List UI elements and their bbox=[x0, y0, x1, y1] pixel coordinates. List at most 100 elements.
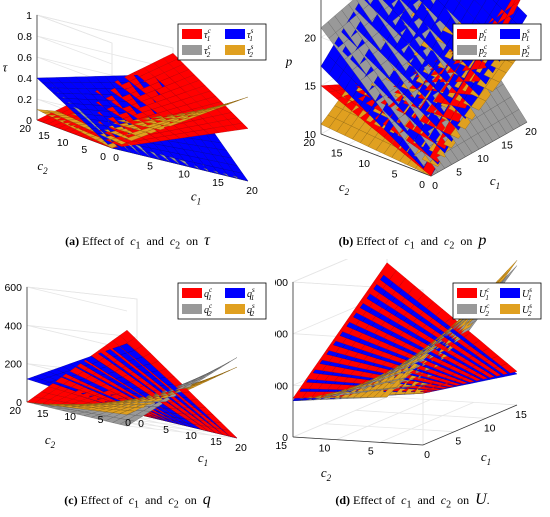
x-axis-label: c1 bbox=[191, 189, 201, 207]
x-tick-label: 0 bbox=[432, 180, 438, 192]
legend-label-sup: s bbox=[251, 27, 254, 35]
legend-label: pc 1 bbox=[478, 27, 488, 43]
x-tick-label: 5 bbox=[163, 424, 169, 436]
legend-label: τc 1 bbox=[204, 27, 212, 43]
caption-on: on bbox=[457, 493, 470, 507]
legend-label: qs 1 bbox=[247, 286, 255, 302]
legend-label-sup: s bbox=[251, 43, 254, 51]
caption-tau: (a) Effect of c1 and c2 on τ bbox=[0, 232, 275, 251]
x-gridline bbox=[355, 409, 486, 419]
legend-label-main: q bbox=[247, 289, 252, 300]
chart-p: 051015200510152010152025c1c2ppc1ps1pc2ps… bbox=[285, 0, 542, 197]
x-axis-label: c1 bbox=[198, 450, 208, 468]
surface-cell-q1c bbox=[221, 428, 238, 439]
legend-label: Uc 1 bbox=[479, 286, 490, 302]
legend-label-sub: 1 bbox=[249, 35, 253, 43]
legend-swatch bbox=[457, 45, 477, 55]
y-tick-label: 10 bbox=[358, 158, 370, 170]
y-tick-label: 0 bbox=[125, 417, 131, 429]
legend-label-sup: s bbox=[252, 286, 255, 294]
x-tick-label: 15 bbox=[212, 177, 224, 189]
legend-label-sup: s bbox=[527, 27, 530, 35]
ticks-group: 051015200510152010152025 bbox=[303, 32, 537, 192]
caption-var-1: c bbox=[404, 234, 410, 248]
caption-var-2: c bbox=[444, 234, 450, 248]
legend-label-sup: c bbox=[208, 43, 212, 51]
panel-u: 051015510150200040006000c1c2UUc1Us1Uc2Us… bbox=[275, 259, 550, 517]
caption-and: and bbox=[146, 234, 164, 248]
x-axis-label-sub: 1 bbox=[496, 181, 501, 191]
caption-target: τ bbox=[204, 232, 210, 249]
z-tick-label: 6000 bbox=[275, 277, 288, 289]
y-tick-label: 20 bbox=[19, 123, 31, 135]
caption-u: (d) Effect of c1 and c2 on U. bbox=[275, 491, 550, 510]
legend-label-sub: 2 bbox=[249, 51, 253, 59]
legend-label: Uc 2 bbox=[479, 302, 490, 318]
legend: pc 1 ps 1pc 2 ps 2 bbox=[452, 23, 542, 61]
caption-and: and bbox=[420, 234, 439, 248]
caption-label: (c) bbox=[64, 493, 78, 507]
x-tick-label: 5 bbox=[147, 160, 153, 172]
caption-tail: . bbox=[486, 493, 490, 507]
caption-sub-2: 2 bbox=[175, 240, 181, 252]
legend-swatch bbox=[182, 288, 202, 298]
floor-axis-front bbox=[292, 404, 518, 446]
y-tick-label: 10 bbox=[319, 443, 331, 455]
y-tick-label: 15 bbox=[38, 130, 50, 142]
legend-label-main: q bbox=[204, 305, 209, 316]
legend: qc 1 qs 1qc 2 qs 2 bbox=[177, 282, 267, 320]
legend-label-main: p bbox=[478, 46, 484, 57]
z-tick-label: 0.4 bbox=[17, 73, 32, 85]
legend: Uc 1 Us 1Uc 2 Us 2 bbox=[452, 282, 542, 320]
legend-label: qs 2 bbox=[247, 302, 255, 318]
caption-on: on bbox=[186, 234, 199, 248]
legend-label-sub: 2 bbox=[208, 310, 212, 318]
x-gridline bbox=[386, 396, 518, 406]
legend-label-sub: 1 bbox=[251, 294, 255, 302]
surface-cell-p1c bbox=[512, 0, 521, 7]
y-tick-label: 0 bbox=[100, 151, 106, 163]
x-tick-label: 15 bbox=[501, 140, 513, 152]
surface-cell-p1s bbox=[400, 0, 412, 7]
caption-sub-2: 2 bbox=[446, 499, 452, 511]
x-tick-label: 0 bbox=[113, 152, 119, 164]
x-axis-label: c1 bbox=[481, 449, 491, 467]
surfaces-group bbox=[26, 329, 238, 439]
y-tick-label: 20 bbox=[303, 137, 315, 149]
chart-u: 051015510150200040006000c1c2UUc1Us1Uc2Us… bbox=[275, 259, 542, 483]
x-tick-label: 10 bbox=[185, 430, 197, 442]
z-tick-label: 0.6 bbox=[17, 52, 32, 64]
legend-label: qc 2 bbox=[204, 302, 213, 318]
z-tick-label: 0.8 bbox=[17, 31, 32, 43]
legend-label-sup: c bbox=[209, 302, 213, 310]
y-axis-label-sub: 2 bbox=[51, 440, 56, 450]
caption-and: and bbox=[145, 493, 163, 507]
caption-pre: Effect of bbox=[80, 493, 123, 507]
y-tick-label: 15 bbox=[331, 148, 343, 160]
legend-label-sup: c bbox=[484, 27, 488, 35]
z-tick-label: 15 bbox=[304, 81, 316, 93]
chart-q: 05101520051015200200400600c1c2qqc1qs1qc2… bbox=[4, 282, 267, 468]
legend-label: qc 1 bbox=[204, 286, 213, 302]
legend-swatch bbox=[457, 288, 477, 298]
legend-label-main: τ bbox=[247, 46, 251, 57]
legend-label-sup: c bbox=[484, 43, 488, 51]
y-axis-label-sub: 2 bbox=[345, 187, 350, 197]
z-tick-label: 0 bbox=[16, 397, 22, 409]
legend-label: ps 2 bbox=[521, 43, 530, 59]
legend-label-sub: 1 bbox=[528, 294, 532, 302]
x-tick-label: 20 bbox=[525, 126, 537, 138]
legend-label: Us 2 bbox=[522, 302, 532, 318]
legend-label-sub: 2 bbox=[207, 51, 211, 59]
caption-var-2: c bbox=[168, 493, 174, 507]
x-axis-label: c1 bbox=[490, 173, 500, 191]
legend-label-sub: 1 bbox=[483, 35, 487, 43]
caption-on: on bbox=[460, 234, 473, 248]
caption-pre: Effect of bbox=[82, 234, 125, 248]
legend-label-main: τ bbox=[204, 46, 208, 57]
y-gridline bbox=[379, 401, 474, 443]
legend-label-sup: s bbox=[529, 302, 532, 310]
surface-cell-p1c bbox=[504, 0, 516, 12]
